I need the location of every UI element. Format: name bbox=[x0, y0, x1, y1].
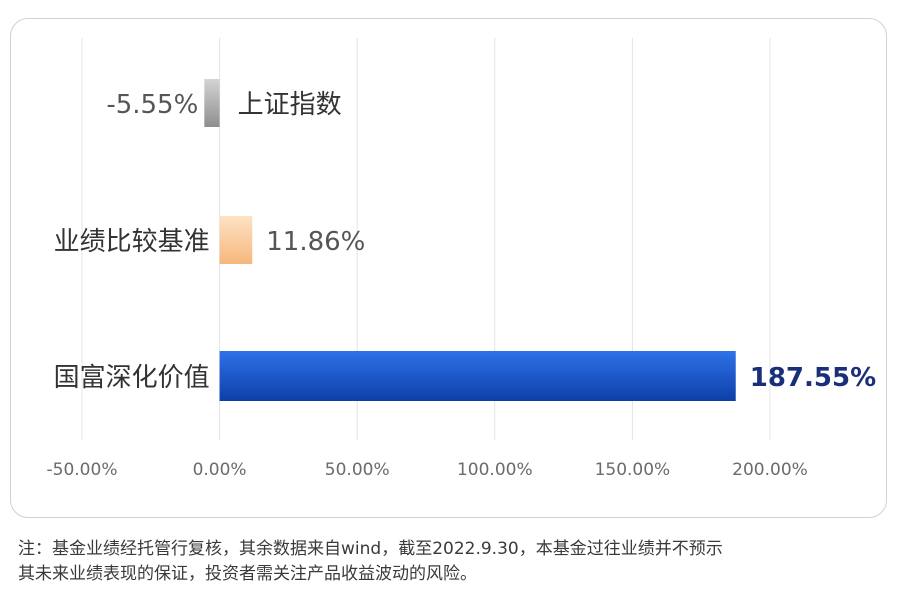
category-label: 国富深化价值 bbox=[54, 363, 210, 393]
x-tick-label: -50.00% bbox=[47, 460, 118, 480]
x-tick-label: 150.00% bbox=[595, 460, 671, 480]
value-label: -5.55% bbox=[106, 90, 198, 120]
x-tick-label: 0.00% bbox=[193, 460, 247, 480]
category-label: 上证指数 bbox=[238, 90, 342, 120]
value-label: 11.86% bbox=[266, 227, 365, 257]
value-label: 187.55% bbox=[750, 363, 876, 393]
x-tick-label: 50.00% bbox=[325, 460, 390, 480]
x-tick-label: 200.00% bbox=[732, 460, 808, 480]
category-label: 业绩比较基准 bbox=[54, 227, 210, 257]
x-tick-label: 100.00% bbox=[457, 460, 533, 480]
disclaimer-line-2: 其未来业绩表现的保证，投资者需关注产品收益波动的风险。 bbox=[18, 564, 477, 584]
bar bbox=[204, 79, 220, 127]
bar bbox=[219, 216, 253, 264]
chart-card bbox=[10, 18, 887, 518]
disclaimer-note: 注：基金业绩经托管行复核，其余数据来自wind，截至2022.9.30，本基金过… bbox=[18, 537, 888, 587]
disclaimer-line-1: 注：基金业绩经托管行复核，其余数据来自wind，截至2022.9.30，本基金过… bbox=[18, 539, 723, 559]
bar bbox=[219, 351, 736, 401]
